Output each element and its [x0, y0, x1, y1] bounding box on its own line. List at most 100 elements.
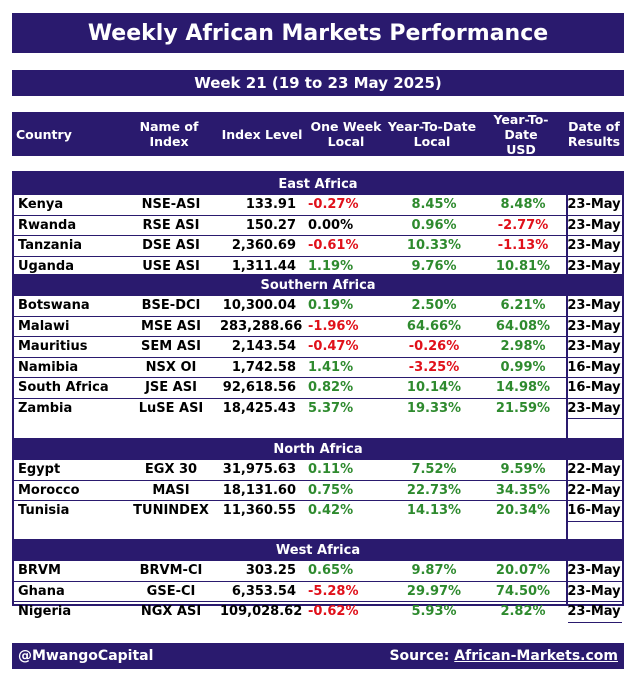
cell-ytd-usd: -2.77%: [497, 217, 549, 233]
table-row: Botswana BSE-DCI 10,300.04 0.19% 2.50% 6.21%: [14, 296, 566, 316]
cell-ytd-local: 22.73%: [406, 482, 462, 498]
date-divider: [568, 500, 622, 501]
region-header: West Africa: [14, 539, 622, 561]
row-divider: [14, 214, 566, 216]
table-row: Zambia LuSE ASI 18,425.43 5.37% 19.33% 21.59%: [14, 399, 566, 419]
date-divider: [568, 255, 622, 257]
cell-index-level: 92,618.56: [222, 380, 296, 395]
cell-index-level: 1,742.58: [231, 359, 296, 375]
cell-index-level: 303.25: [245, 563, 296, 578]
cell-country: BRVM: [18, 563, 61, 578]
table-row: Ghana GSE-CI 6,353.54 -5.28% 29.97% 74.50%: [14, 582, 566, 602]
cell-ytd-usd: 2.98%: [500, 339, 546, 354]
cell-one-week: -0.27%: [308, 197, 359, 212]
cell-ytd-local: -3.25%: [408, 359, 460, 375]
cell-ytd-usd: 34.35%: [495, 482, 551, 498]
cell-country: Namibia: [18, 359, 79, 375]
cell-one-week: -5.28%: [308, 583, 359, 599]
cell-index-name: DSE ASI: [142, 238, 200, 253]
cell-ytd-usd: 9.59%: [500, 462, 546, 477]
cell-ytd-usd: 20.34%: [495, 503, 551, 518]
date-divider: [568, 621, 622, 623]
cell-index-name: NGX ASI: [140, 604, 202, 619]
cell-country: Kenya: [18, 197, 64, 212]
table-row: Egypt EGX 30 31,975.63 0.11% 7.52% 9.59%: [14, 460, 566, 480]
header-ytd-local: Year-To-Date Local: [387, 119, 477, 149]
cell-country: Nigeria: [18, 604, 72, 619]
cell-country: Tanzania: [18, 238, 83, 253]
cell-one-week: 0.82%: [308, 380, 354, 395]
row-divider: [14, 397, 566, 399]
cell-country: Botswana: [18, 298, 90, 313]
table-row: Morocco MASI 18,131.60 0.75% 22.73% 34.35%: [14, 481, 566, 501]
cell-ytd-local: 9.87%: [411, 563, 457, 578]
date-divider: [568, 377, 622, 378]
cell-one-week: 0.00%: [308, 217, 354, 233]
row-divider: [14, 601, 566, 602]
cell-index-level: 18,425.43: [222, 400, 296, 416]
cell-ytd-local: 2.50%: [411, 298, 457, 313]
cell-ytd-local: 10.14%: [406, 380, 462, 395]
cell-index-level: 6,353.54: [231, 583, 296, 599]
cell-one-week: -0.61%: [308, 238, 359, 253]
footer-handle: @MwangoCapital: [18, 648, 154, 664]
cell-ytd-usd: 21.59%: [495, 400, 551, 416]
region-label: North Africa: [273, 441, 363, 457]
page-title: Weekly African Markets Performance: [12, 13, 624, 53]
table-row: Mauritius SEM ASI 2,143.54 -0.47% -0.26% 2.98…: [14, 337, 566, 357]
cell-index-name: SEM ASI: [141, 339, 201, 354]
header-ytd-usd: Year-To-Date USD: [493, 111, 549, 157]
cell-one-week: -0.62%: [308, 604, 359, 619]
week-banner: Week 21 (19 to 23 May 2025): [12, 70, 624, 96]
header-one-week: One Week Local: [310, 119, 382, 149]
date-divider: [568, 520, 622, 522]
region-label: Southern Africa: [260, 277, 376, 293]
cell-one-week: 0.42%: [308, 503, 354, 518]
cell-index-level: 11,360.55: [222, 503, 296, 518]
cell-ytd-local: 9.76%: [411, 258, 457, 274]
cell-one-week: 0.75%: [308, 482, 354, 498]
cell-date: 16-May: [567, 359, 621, 375]
cell-date: 16-May: [567, 380, 621, 395]
footer-source-link[interactable]: African-Markets.com: [454, 648, 618, 664]
date-divider: [568, 336, 622, 337]
cell-index-name: BSE-DCI: [141, 298, 201, 313]
cell-date: 23-May: [567, 238, 621, 253]
cell-ytd-usd: -1.13%: [497, 238, 549, 253]
table-row: Kenya NSE-ASI 133.91 -0.27% 8.45% 8.48%: [14, 195, 566, 215]
cell-ytd-local: 7.52%: [411, 462, 457, 477]
cell-country: Mauritius: [18, 339, 88, 354]
cell-country: Tunisia: [18, 503, 70, 518]
table-row: Namibia NSX OI 1,742.58 1.41% -3.25% 0.99%: [14, 358, 566, 378]
region-label: East Africa: [278, 176, 358, 192]
cell-one-week: 0.11%: [308, 462, 354, 477]
footer-source: Source: African-Markets.com: [389, 648, 618, 664]
date-divider: [568, 315, 622, 317]
cell-one-week: 5.37%: [308, 400, 354, 416]
cell-index-level: 31,975.63: [222, 462, 296, 477]
table-row: Uganda USE ASI 1,311.44 1.19% 9.76% 10.81%: [14, 257, 566, 277]
header-index-name: Name of Index: [139, 119, 199, 149]
cell-index-name: NSX OI: [145, 359, 197, 375]
footer: @MwangoCapital Source: African-Markets.c…: [12, 643, 624, 669]
date-divider: [568, 601, 622, 602]
cell-one-week: 0.19%: [308, 298, 354, 313]
cell-ytd-usd: 74.50%: [495, 583, 551, 599]
cell-one-week: 1.19%: [308, 258, 354, 274]
row-divider: [14, 500, 566, 501]
cell-ytd-usd: 14.98%: [495, 380, 551, 395]
row-divider: [14, 377, 566, 378]
cell-ytd-local: -0.26%: [408, 339, 460, 354]
cell-country: South Africa: [18, 380, 109, 395]
cell-country: Rwanda: [18, 217, 77, 233]
cell-date: 23-May: [567, 563, 621, 578]
cell-index-name: BRVM-CI: [139, 563, 203, 578]
cell-index-level: 18,131.60: [222, 482, 296, 498]
cell-country: Zambia: [18, 400, 73, 416]
table-row: Tanzania DSE ASI 2,360.69 -0.61% 10.33% -1.13…: [14, 236, 566, 256]
region-header: Southern Africa: [14, 274, 622, 296]
date-divider: [568, 418, 622, 419]
cell-one-week: 1.41%: [308, 359, 354, 375]
row-divider: [14, 336, 566, 337]
table-row: Rwanda RSE ASI 150.27 0.00% 0.96% -2.77%: [14, 216, 566, 236]
